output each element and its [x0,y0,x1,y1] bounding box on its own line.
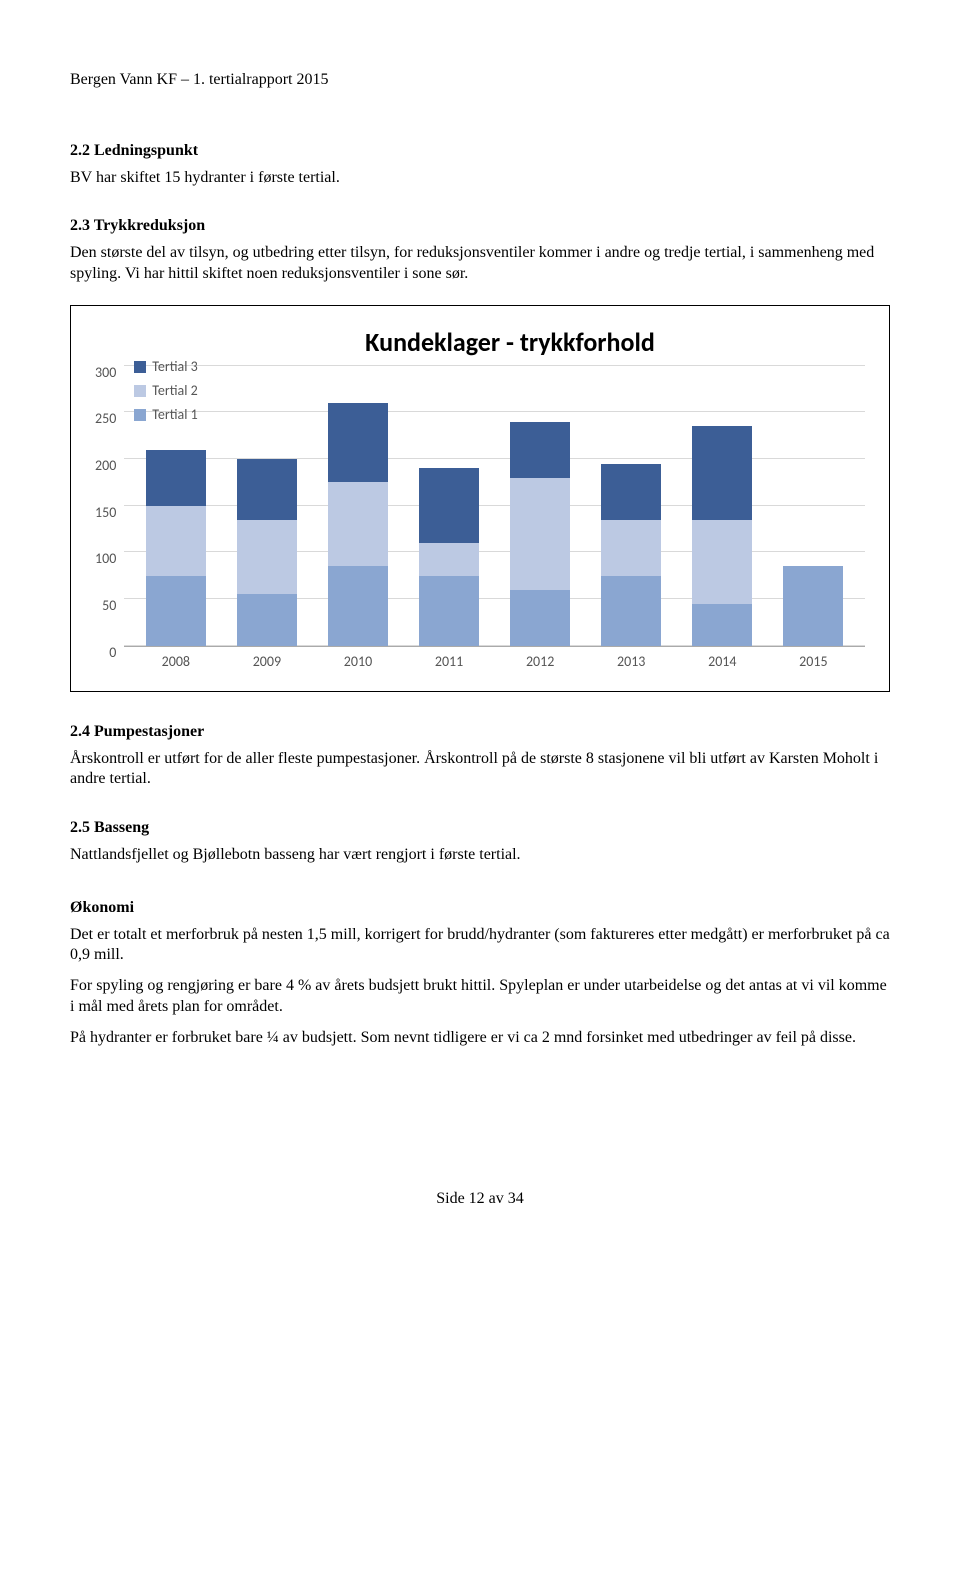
bar-seg-t1 [510,590,570,646]
bar-seg-t3 [510,422,570,478]
legend-item: Tertial 2 [134,382,197,400]
bar [692,426,752,645]
chart-plot-area: Tertial 3Tertial 2Tertial 1 [124,366,865,647]
chart-x-axis: 2008 2009 2010 2011 2012 2013 2014 2015 [124,647,865,671]
bar [783,566,843,645]
bar-seg-t1 [146,576,206,646]
section-2-5-p1: Nattlandsfjellet og Bjøllebotn basseng h… [70,845,890,866]
x-tick-label: 2009 [237,653,297,671]
bar [146,450,206,646]
bar-seg-t2 [692,520,752,604]
bar-seg-t2 [237,520,297,595]
bar-seg-t1 [419,576,479,646]
gridline [124,551,865,552]
gridline [124,598,865,599]
legend-swatch [134,409,146,421]
legend-label: Tertial 2 [152,382,197,400]
bar [237,459,297,646]
section-2-2-title: 2.2 Ledningspunkt [70,141,890,162]
bar-seg-t2 [601,520,661,576]
doc-header: Bergen Vann KF – 1. tertialrapport 2015 [70,70,890,91]
bar-seg-t1 [692,604,752,646]
gridline [124,365,865,366]
bar-seg-t2 [146,506,206,576]
x-tick-label: 2013 [601,653,661,671]
bar-seg-t2 [510,478,570,590]
okonomi-title: Økonomi [70,898,890,919]
okonomi-p1: Det er totalt et merforbruk på nesten 1,… [70,925,890,967]
bar-seg-t3 [419,468,479,543]
bar-seg-t2 [328,482,388,566]
chart-y-axis: 300250200150100500 [95,366,124,646]
x-tick-label: 2012 [510,653,570,671]
gridline [124,458,865,459]
page-footer: Side 12 av 34 [70,1189,890,1210]
section-2-4-title: 2.4 Pumpestasjoner [70,722,890,743]
legend-item: Tertial 1 [134,406,197,424]
x-tick-label: 2010 [328,653,388,671]
okonomi-p2: For spyling og rengjøring er bare 4 % av… [70,976,890,1018]
chart-container: Kundeklager - trykkforhold 3002502001501… [70,305,890,692]
x-tick-label: 2008 [146,653,206,671]
legend-swatch [134,385,146,397]
gridline [124,411,865,412]
section-2-4-p1: Årskontroll er utført for de aller flest… [70,749,890,791]
bar-seg-t1 [601,576,661,646]
bar-seg-t3 [601,464,661,520]
legend-label: Tertial 1 [152,406,197,424]
section-2-2-p1: BV har skiftet 15 hydranter i første ter… [70,168,890,189]
bar-seg-t1 [328,566,388,645]
bar [419,468,479,645]
bar-seg-t3 [237,459,297,520]
bar-seg-t1 [783,566,843,645]
legend-label: Tertial 3 [152,358,197,376]
bar-seg-t3 [692,426,752,519]
bar [328,403,388,646]
x-tick-label: 2014 [692,653,752,671]
section-2-3-title: 2.3 Trykkreduksjon [70,216,890,237]
bar-seg-t2 [419,543,479,576]
bar-seg-t1 [237,594,297,645]
legend-item: Tertial 3 [134,358,197,376]
x-tick-label: 2015 [783,653,843,671]
section-2-3-p1: Den største del av tilsyn, og utbedring … [70,243,890,285]
x-tick-label: 2011 [419,653,479,671]
bar [510,422,570,646]
chart-legend: Tertial 3 Tertial 2 Tertial 1 [134,358,197,431]
bar-seg-t3 [328,403,388,482]
chart-title: Kundeklager - trykkforhold [155,326,865,360]
legend-swatch [134,361,146,373]
gridline [124,645,865,646]
bar-seg-t3 [146,450,206,506]
gridline [124,505,865,506]
bar [601,464,661,646]
okonomi-p3: På hydranter er forbruket bare ¼ av buds… [70,1028,890,1049]
section-2-5-title: 2.5 Basseng [70,818,890,839]
